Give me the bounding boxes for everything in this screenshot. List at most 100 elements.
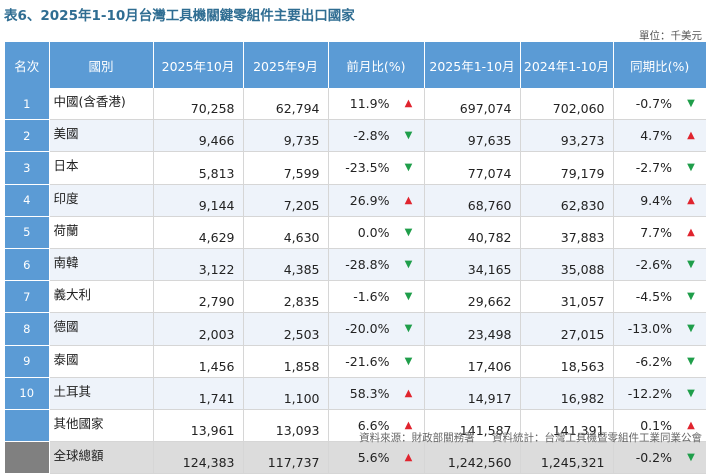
sep-2025-cell: 7,599 — [243, 152, 328, 184]
oct-2025-cell: 3,122 — [153, 248, 243, 280]
mom-cell: 11.9%▲ — [328, 88, 424, 120]
country-cell: 日本 — [49, 152, 153, 184]
unit-label: 單位：千美元 — [639, 28, 702, 43]
source-data: 資料來源：財政部關務署 — [359, 432, 475, 444]
ytd-2025-cell: 697,074 — [424, 88, 520, 120]
yoy-value: 9.4% — [640, 193, 672, 208]
yoy-value: 4.7% — [640, 128, 672, 143]
rank-cell: 7 — [5, 281, 49, 313]
oct-2025-cell: 4,629 — [153, 216, 243, 248]
ytd-2024-cell: 16,982 — [520, 377, 613, 409]
mom-value: -23.5% — [345, 160, 389, 175]
oct-2025-cell: 13,961 — [153, 409, 243, 441]
ytd-2025-cell: 68,760 — [424, 184, 520, 216]
down-arrow-icon: ▼ — [682, 388, 700, 399]
ytd-2024-cell: 37,883 — [520, 216, 613, 248]
oct-2025-cell: 1,456 — [153, 345, 243, 377]
mom-cell: -20.0%▼ — [328, 313, 424, 345]
yoy-cell: -13.0%▼ — [613, 313, 706, 345]
country-cell: 中國(含香港) — [49, 88, 153, 120]
country-cell: 美國 — [49, 120, 153, 152]
sep-2025-cell: 13,093 — [243, 409, 328, 441]
yoy-value: 7.7% — [640, 225, 672, 240]
yoy-value: -12.2% — [628, 386, 672, 401]
oct-2025-cell: 2,790 — [153, 281, 243, 313]
header-yoy: 同期比(%) — [613, 42, 706, 88]
oct-2025-cell: 1,741 — [153, 377, 243, 409]
country-cell: 其他國家 — [49, 409, 153, 441]
header-sep-2025: 2025年9月 — [243, 42, 328, 88]
ytd-2025-cell: 97,635 — [424, 120, 520, 152]
yoy-cell: -4.5% ▼ — [613, 281, 706, 313]
up-arrow-icon: ▲ — [400, 195, 418, 206]
sep-2025-cell: 2,503 — [243, 313, 328, 345]
export-table: 名次 國別 2025年10月 2025年9月 前月比(%) 2025年1-10月… — [5, 42, 706, 474]
country-cell: 印度 — [49, 184, 153, 216]
sep-2025-cell: 62,794 — [243, 88, 328, 120]
yoy-value: -4.5% — [636, 289, 672, 304]
down-arrow-icon: ▼ — [400, 259, 418, 270]
down-arrow-icon: ▼ — [682, 356, 700, 367]
ytd-2025-cell: 34,165 — [424, 248, 520, 280]
ytd-2024-cell: 31,057 — [520, 281, 613, 313]
sep-2025-cell: 7,205 — [243, 184, 328, 216]
up-arrow-icon: ▲ — [400, 98, 418, 109]
up-arrow-icon: ▲ — [400, 388, 418, 399]
source-note: 資料來源：財政部關務署 資料統計：台灣工具機暨零組件工業同業公會 — [359, 430, 702, 445]
rank-cell: 4 — [5, 184, 49, 216]
yoy-value: -13.0% — [628, 321, 672, 336]
mom-value: -2.8% — [353, 128, 389, 143]
country-cell: 義大利 — [49, 281, 153, 313]
yoy-value: -2.6% — [636, 257, 672, 272]
header-rank: 名次 — [5, 42, 49, 88]
mom-cell: 0.0%▼ — [328, 216, 424, 248]
table-title: 表6、2025年1-10月台灣工具機關鍵零組件主要出口國家 — [4, 4, 355, 24]
down-arrow-icon: ▼ — [682, 452, 700, 463]
oct-2025-cell: 70,258 — [153, 88, 243, 120]
ytd-2024-cell: 62,830 — [520, 184, 613, 216]
country-cell: 德國 — [49, 313, 153, 345]
ytd-2024-cell: 702,060 — [520, 88, 613, 120]
ytd-2025-cell: 14,917 — [424, 377, 520, 409]
mom-value: -1.6% — [353, 289, 389, 304]
mom-cell: 26.9%▲ — [328, 184, 424, 216]
down-arrow-icon: ▼ — [400, 323, 418, 334]
oct-2025-cell: 2,003 — [153, 313, 243, 345]
yoy-cell: -2.7% ▼ — [613, 152, 706, 184]
yoy-cell: 9.4%▲ — [613, 184, 706, 216]
mom-cell: 5.6%▲ — [328, 442, 424, 474]
sep-2025-cell: 4,630 — [243, 216, 328, 248]
yoy-cell: -0.7% ▼ — [613, 88, 706, 120]
up-arrow-icon: ▲ — [400, 452, 418, 463]
yoy-cell: -12.2% ▼ — [613, 377, 706, 409]
down-arrow-icon: ▼ — [682, 162, 700, 173]
rank-cell: 6 — [5, 248, 49, 280]
source-statistics: 資料統計：台灣工具機暨零組件工業同業公會 — [492, 432, 702, 444]
oct-2025-cell: 9,144 — [153, 184, 243, 216]
mom-cell: -2.8% ▼ — [328, 120, 424, 152]
rank-cell: 10 — [5, 377, 49, 409]
yoy-cell: 7.7%▲ — [613, 216, 706, 248]
oct-2025-cell: 5,813 — [153, 152, 243, 184]
ytd-2025-cell: 40,782 — [424, 216, 520, 248]
ytd-2025-cell: 1,242,560 — [424, 442, 520, 474]
country-cell: 南韓 — [49, 248, 153, 280]
ytd-2024-cell: 18,563 — [520, 345, 613, 377]
down-arrow-icon: ▼ — [400, 130, 418, 141]
ytd-2025-cell: 77,074 — [424, 152, 520, 184]
yoy-value: -0.7% — [636, 96, 672, 111]
down-arrow-icon: ▼ — [682, 291, 700, 302]
yoy-cell: -6.2%▼ — [613, 345, 706, 377]
down-arrow-icon: ▼ — [682, 98, 700, 109]
rank-cell: 5 — [5, 216, 49, 248]
rank-cell — [5, 409, 49, 441]
yoy-value: -2.7% — [636, 160, 672, 175]
